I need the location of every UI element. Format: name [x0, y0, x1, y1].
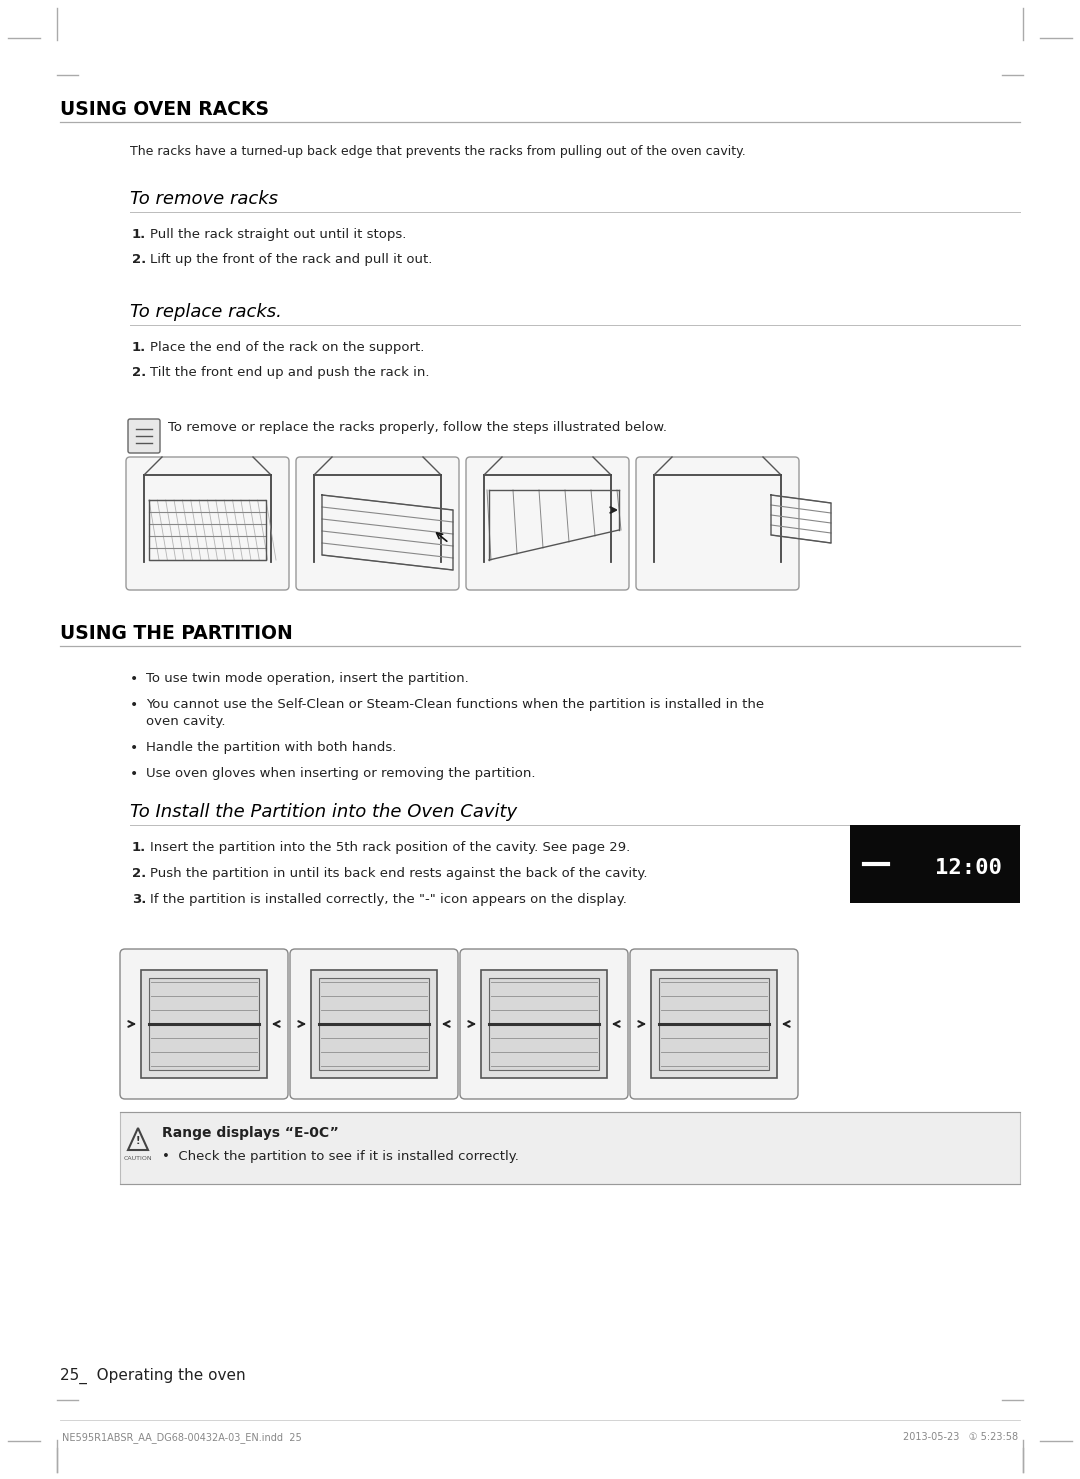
Text: Tilt the front end up and push the rack in.: Tilt the front end up and push the rack …: [150, 365, 430, 379]
Text: Push the partition in until its back end rests against the back of the cavity.: Push the partition in until its back end…: [150, 867, 648, 880]
FancyBboxPatch shape: [120, 950, 288, 1099]
Bar: [489, 978, 599, 1069]
Bar: [311, 970, 437, 1078]
Text: 2013-05-23   ① 5:23:58: 2013-05-23 ① 5:23:58: [903, 1432, 1018, 1442]
Bar: [659, 978, 769, 1069]
Text: To use twin mode operation, insert the partition.: To use twin mode operation, insert the p…: [146, 671, 469, 685]
Text: 2.: 2.: [132, 867, 146, 880]
Text: 12:00: 12:00: [935, 858, 1002, 879]
FancyBboxPatch shape: [630, 950, 798, 1099]
Text: !: !: [136, 1136, 140, 1146]
Text: To remove or replace the racks properly, follow the steps illustrated below.: To remove or replace the racks properly,…: [168, 422, 667, 433]
Text: NE595R1ABSR_AA_DG68-00432A-03_EN.indd  25: NE595R1ABSR_AA_DG68-00432A-03_EN.indd 25: [62, 1432, 301, 1444]
Text: CAUTION: CAUTION: [124, 1157, 152, 1161]
Text: To Install the Partition into the Oven Cavity: To Install the Partition into the Oven C…: [130, 803, 517, 821]
Bar: [481, 970, 607, 1078]
Polygon shape: [129, 1128, 148, 1151]
Bar: [651, 970, 777, 1078]
Text: •: •: [130, 768, 138, 781]
Bar: [149, 978, 259, 1069]
Text: oven cavity.: oven cavity.: [146, 714, 226, 728]
FancyBboxPatch shape: [460, 950, 627, 1099]
Text: Range displays “E-0C”: Range displays “E-0C”: [162, 1126, 339, 1140]
Bar: [319, 978, 429, 1069]
Text: Insert the partition into the 5th rack position of the cavity. See page 29.: Insert the partition into the 5th rack p…: [150, 842, 631, 853]
Text: To remove racks: To remove racks: [130, 189, 278, 209]
Text: USING THE PARTITION: USING THE PARTITION: [60, 624, 293, 643]
Text: To replace racks.: To replace racks.: [130, 303, 282, 321]
Text: You cannot use the Self-Clean or Steam-Clean functions when the partition is ins: You cannot use the Self-Clean or Steam-C…: [146, 698, 765, 711]
Text: •: •: [130, 671, 138, 686]
Bar: [141, 970, 267, 1078]
Text: If the partition is installed correctly, the "-" icon appears on the display.: If the partition is installed correctly,…: [150, 893, 626, 907]
Text: 2.: 2.: [132, 365, 146, 379]
Text: 3.: 3.: [132, 893, 147, 907]
FancyBboxPatch shape: [636, 457, 799, 590]
FancyBboxPatch shape: [129, 419, 160, 453]
Text: The racks have a turned-up back edge that prevents the racks from pulling out of: The racks have a turned-up back edge tha…: [130, 145, 746, 158]
Text: Lift up the front of the rack and pull it out.: Lift up the front of the rack and pull i…: [150, 253, 432, 266]
Text: Use oven gloves when inserting or removing the partition.: Use oven gloves when inserting or removi…: [146, 768, 536, 779]
Text: •  Check the partition to see if it is installed correctly.: • Check the partition to see if it is in…: [162, 1151, 518, 1162]
Text: 1.: 1.: [132, 342, 146, 353]
Text: 25_  Operating the oven: 25_ Operating the oven: [60, 1368, 245, 1384]
Bar: [120, 1112, 1020, 1185]
Text: 1.: 1.: [132, 228, 146, 241]
Text: 1.: 1.: [132, 842, 146, 853]
Bar: [850, 825, 1020, 904]
Text: 2.: 2.: [132, 253, 146, 266]
Text: USING OVEN RACKS: USING OVEN RACKS: [60, 101, 269, 118]
Text: Pull the rack straight out until it stops.: Pull the rack straight out until it stop…: [150, 228, 406, 241]
Text: Handle the partition with both hands.: Handle the partition with both hands.: [146, 741, 396, 754]
FancyBboxPatch shape: [465, 457, 629, 590]
Text: •: •: [130, 698, 138, 711]
FancyBboxPatch shape: [291, 950, 458, 1099]
FancyBboxPatch shape: [126, 457, 289, 590]
Text: •: •: [130, 741, 138, 754]
FancyBboxPatch shape: [296, 457, 459, 590]
Text: Place the end of the rack on the support.: Place the end of the rack on the support…: [150, 342, 424, 353]
